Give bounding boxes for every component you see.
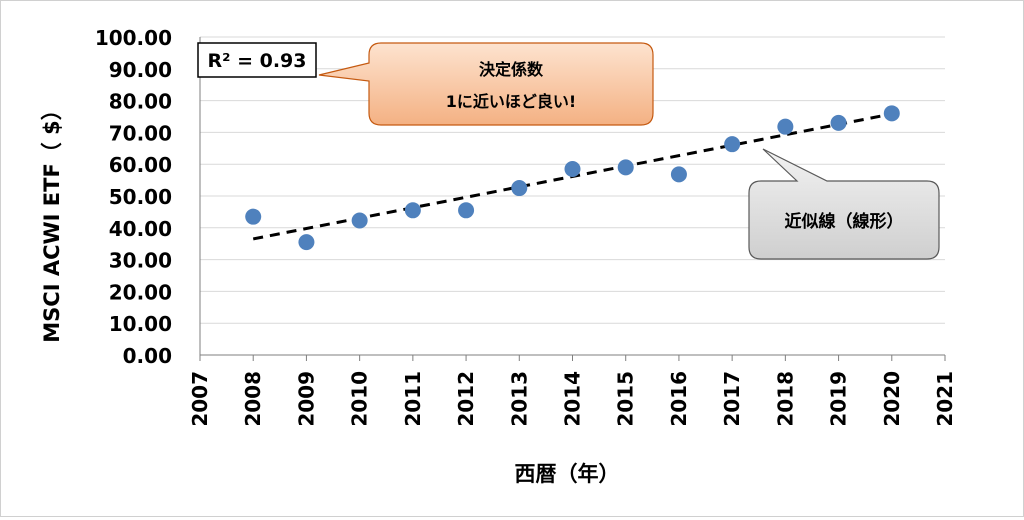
y-tick-label: 70.00 — [109, 121, 172, 145]
r-squared-callout-line2: 1に近いほど良い! — [446, 92, 576, 111]
x-tick-label: 2014 — [561, 371, 585, 427]
data-point — [617, 159, 634, 176]
x-tick-label: 2015 — [614, 371, 638, 427]
x-tick-label: 2013 — [507, 371, 531, 427]
data-point — [777, 118, 794, 135]
data-points — [245, 105, 900, 251]
x-tick-label: 2008 — [241, 371, 265, 427]
y-tick-label: 0.00 — [123, 344, 172, 368]
r-squared-callout: 決定係数 1に近いほど良い! — [318, 42, 654, 126]
y-tick-label: 20.00 — [109, 280, 172, 304]
x-tick-label: 2011 — [401, 371, 425, 427]
r-squared-callout-line1: 決定係数 — [479, 60, 544, 79]
x-tick-label: 2018 — [773, 371, 797, 427]
y-tick-label: 50.00 — [109, 185, 172, 209]
y-tick-labels: 0.00 10.00 20.00 30.00 40.00 50.00 60.00 70.00 8… — [95, 26, 172, 368]
x-tick-labels: 2007 2008 2009 2010 2011 2012 2013 2014 2015 2016… — [188, 371, 957, 427]
data-point — [670, 166, 687, 183]
y-tick-label: 60.00 — [109, 153, 172, 177]
r-squared-label: R² = 0.93 — [208, 50, 307, 72]
y-tick-label: 100.00 — [95, 26, 172, 50]
data-point — [298, 234, 315, 251]
axes — [199, 37, 946, 361]
data-point — [351, 212, 368, 229]
trendline-callout-text: 近似線（線形） — [785, 211, 904, 232]
data-point — [724, 136, 741, 153]
y-tick-label: 80.00 — [109, 90, 172, 114]
x-tick-label: 2009 — [294, 371, 318, 427]
data-point — [404, 202, 421, 219]
y-tick-label: 90.00 — [109, 58, 172, 82]
data-point — [245, 208, 262, 225]
x-tick-label: 2012 — [454, 371, 478, 427]
data-point — [883, 105, 900, 122]
y-tick-label: 30.00 — [109, 249, 172, 273]
data-point — [511, 180, 528, 197]
x-tick-label: 2007 — [188, 371, 212, 427]
x-tick-label: 2021 — [933, 371, 957, 427]
trendline-callout: 近似線（線形） — [748, 148, 940, 260]
x-tick-label: 2017 — [720, 371, 744, 427]
x-tick-label: 2016 — [667, 371, 691, 427]
x-axis-title: 西暦（年） — [515, 462, 620, 486]
data-point — [458, 202, 475, 219]
y-axis-title: MSCI ACWI ETF（ $） — [40, 99, 64, 342]
r-squared-label-box: R² = 0.93 — [197, 42, 317, 78]
x-tick-label: 2010 — [348, 371, 372, 427]
y-tick-label: 10.00 — [109, 312, 172, 336]
x-tick-label: 2020 — [880, 371, 904, 427]
y-tick-label: 40.00 — [109, 217, 172, 241]
x-tick-label: 2019 — [827, 371, 851, 427]
data-point — [564, 160, 581, 177]
data-point — [830, 114, 847, 131]
